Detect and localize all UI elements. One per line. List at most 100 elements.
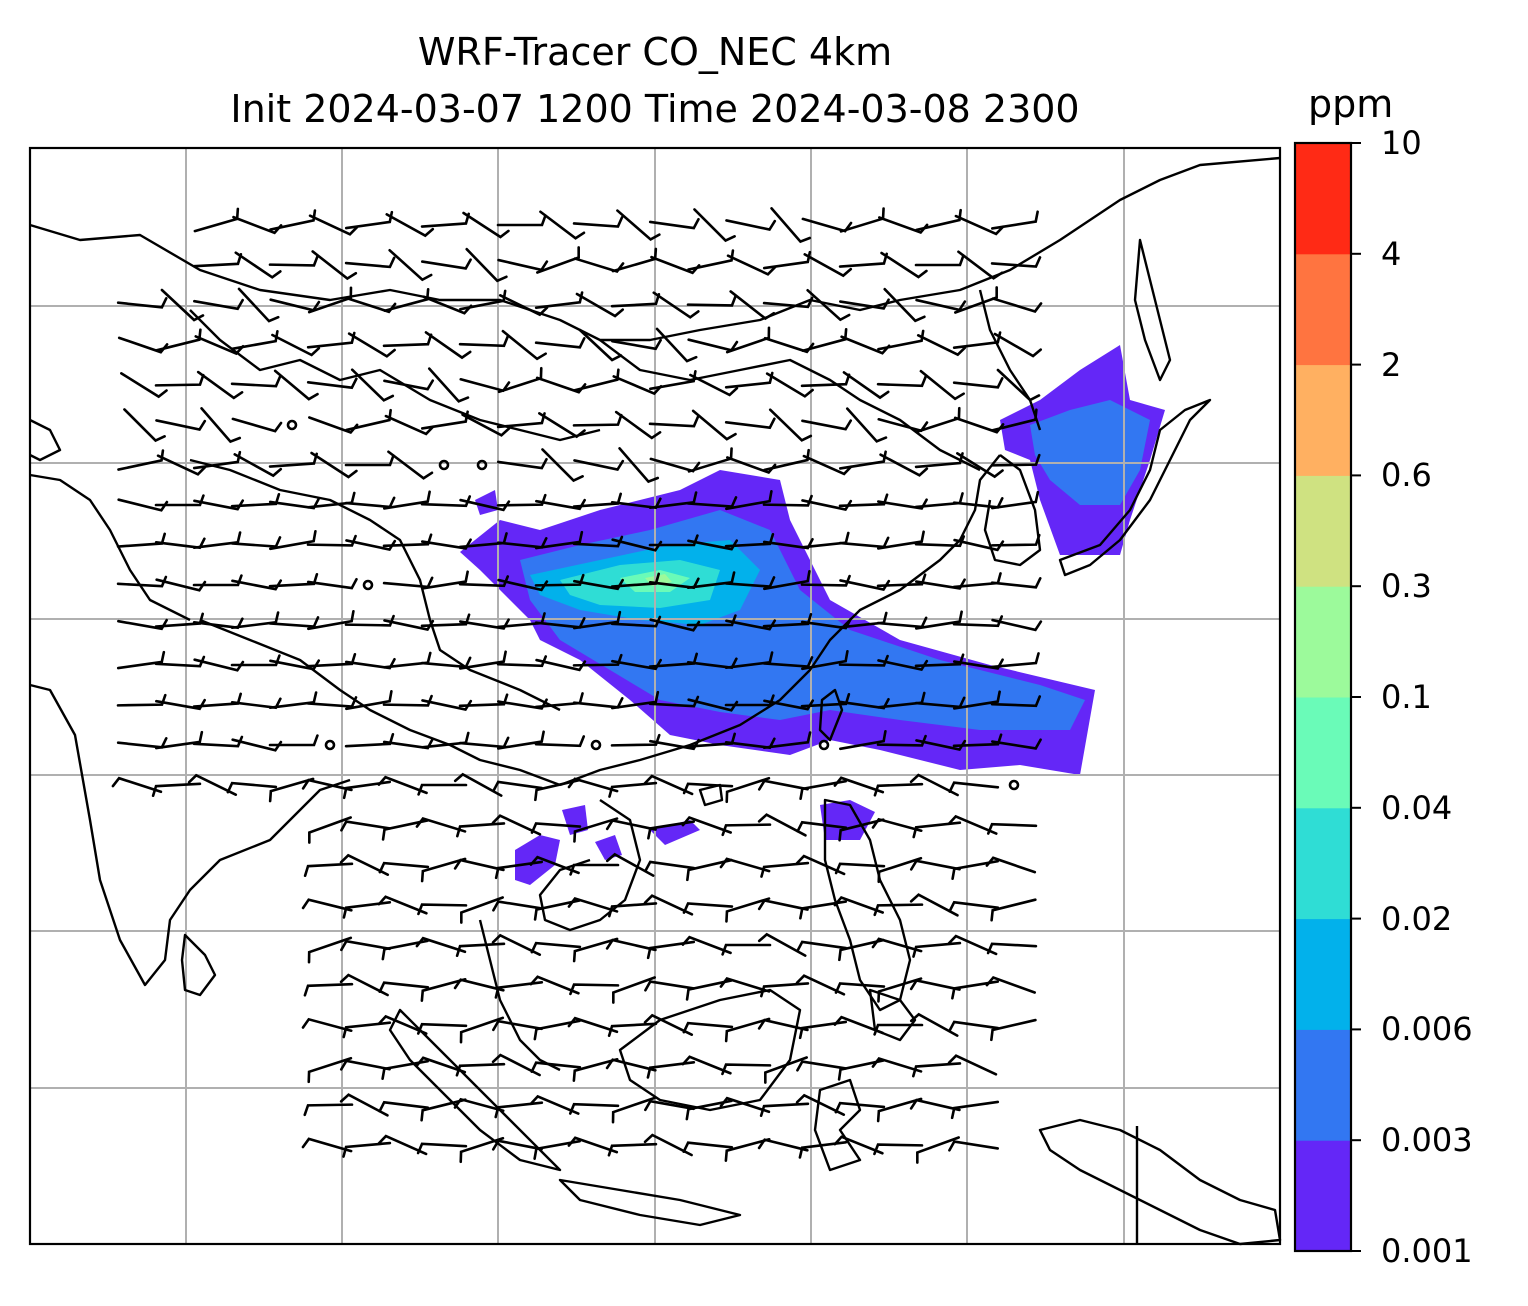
wind-barb (909, 978, 961, 991)
wind-barb (539, 210, 586, 240)
korea-coast (983, 454, 1042, 567)
wind-barb (350, 368, 395, 402)
wind-barb (948, 1140, 1000, 1152)
wind-barb (308, 214, 359, 236)
wind-barb (345, 296, 397, 314)
wind-barb (381, 939, 429, 961)
wind-barb (762, 296, 814, 309)
wind-barb (916, 1136, 960, 1164)
wind-barb (307, 286, 353, 314)
wind-barb (799, 779, 847, 800)
wind-barb (762, 731, 812, 749)
wind-barb (458, 650, 507, 670)
wind-barb (833, 776, 885, 794)
wind-barb (308, 816, 352, 844)
wind-barb (648, 534, 699, 547)
wind-barb (154, 655, 206, 668)
wind-barb (685, 979, 733, 1001)
wind-barb (914, 452, 964, 469)
wind-barb (802, 454, 853, 476)
wind-barb (568, 1102, 620, 1115)
wind-barb (420, 570, 469, 590)
wind-barb (541, 448, 584, 483)
wind-barb (610, 690, 660, 710)
wind-barb (233, 453, 283, 478)
wind-barb (611, 338, 662, 351)
wind-barb (459, 378, 511, 393)
wind-barb (344, 732, 395, 748)
wind-barb (347, 332, 396, 358)
coastlines-and-borders (29, 156, 1282, 1246)
wind-barb (234, 251, 282, 279)
wind-barb (948, 781, 1000, 793)
wind-barb (491, 814, 542, 836)
wind-barb (991, 618, 1043, 632)
wind-barb (951, 859, 999, 880)
wind-barb (496, 412, 546, 429)
wind-barb (950, 1100, 1000, 1120)
wind-barb (310, 451, 358, 479)
wind-barb (914, 610, 963, 630)
wind-barb (916, 334, 967, 357)
wind-barb (230, 375, 282, 388)
plume-luzon (820, 800, 875, 840)
wind-barb (803, 253, 853, 278)
wind-barb (757, 779, 809, 791)
wind-barb (952, 658, 1004, 670)
china-west-border (189, 458, 561, 712)
wind-barb (494, 981, 544, 999)
wind-barb (496, 493, 547, 507)
wind-barb (986, 822, 1038, 835)
wind-barb (838, 252, 889, 268)
wind-barb (801, 419, 853, 431)
wind-barb (681, 935, 732, 955)
wind-barb (533, 1139, 581, 1160)
wind-barb (572, 1058, 619, 1082)
wind-barb (382, 333, 433, 348)
wind-barb (271, 333, 321, 357)
wind-barb (648, 415, 700, 428)
wind-barb (909, 859, 961, 871)
wind-barb (991, 408, 1038, 432)
calm-wind-marker (286, 419, 298, 431)
wind-barb (458, 618, 510, 630)
new-guinea-coast (1038, 1118, 1282, 1246)
wind-barb (681, 815, 732, 834)
wind-barb (427, 367, 470, 403)
wind-barb (306, 534, 357, 547)
wind-barb (725, 326, 771, 354)
colorbar-band (1295, 364, 1351, 476)
map-frame (28, 146, 1282, 1246)
wind-barb (607, 902, 658, 918)
wind-barb (990, 210, 1039, 230)
wind-barb (573, 817, 619, 843)
wind-barb (573, 257, 625, 273)
wind-barb (608, 781, 658, 798)
wind-barb (721, 823, 772, 837)
wind-barb (231, 579, 283, 591)
wind-barb (533, 1019, 581, 1041)
wind-barb (344, 210, 394, 230)
wind-barb (647, 820, 696, 840)
wind-barb (530, 941, 582, 954)
java-coast (558, 1178, 742, 1227)
pakistan-coast (29, 473, 191, 622)
wind-barb (572, 535, 624, 548)
wind-barb (534, 337, 586, 349)
wind-barb (757, 1138, 809, 1152)
borneo-coast (618, 988, 802, 1112)
wind-barb (806, 288, 851, 322)
wind-barb (344, 256, 396, 269)
wind-barb (416, 1022, 468, 1035)
wind-barb (876, 530, 925, 550)
wind-barb (610, 615, 662, 628)
wind-barb (420, 857, 467, 883)
colorbar-tick-label: 4 (1381, 234, 1402, 273)
wind-barb (909, 893, 959, 917)
colorbar-tick-label: 0.003 (1381, 1121, 1473, 1160)
wind-barb (268, 691, 318, 709)
wind-barb (990, 256, 1042, 268)
wind-barb (378, 1100, 430, 1113)
wind-barb (877, 659, 929, 672)
wind-barb (876, 498, 928, 510)
